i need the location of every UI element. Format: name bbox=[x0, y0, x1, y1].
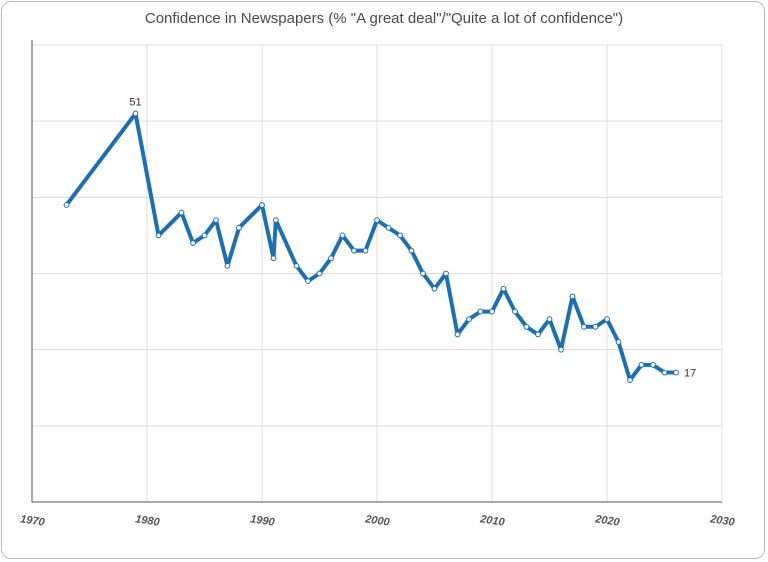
x-tick-label: 1970 bbox=[19, 513, 46, 528]
data-label: 17 bbox=[684, 368, 696, 380]
data-point bbox=[155, 232, 162, 239]
data-point bbox=[374, 217, 380, 224]
data-point bbox=[339, 232, 346, 239]
data-point bbox=[132, 110, 139, 117]
data-point bbox=[523, 323, 530, 330]
data-point bbox=[316, 270, 323, 277]
data-point bbox=[581, 323, 587, 330]
data-point bbox=[328, 255, 334, 262]
data-point bbox=[272, 217, 279, 224]
data-point bbox=[466, 316, 472, 323]
data-point bbox=[638, 362, 645, 368]
data-point bbox=[615, 339, 622, 345]
data-point bbox=[408, 247, 415, 254]
x-tick-label: 1980 bbox=[134, 513, 161, 528]
data-point bbox=[213, 217, 219, 224]
data-point bbox=[351, 247, 357, 254]
data-point bbox=[293, 262, 300, 269]
data-point bbox=[535, 331, 541, 338]
data-point bbox=[190, 240, 196, 246]
series-layer bbox=[63, 110, 679, 384]
data-point bbox=[362, 247, 369, 254]
chart-title: Confidence in Newspapers (% "A great dea… bbox=[144, 10, 624, 27]
data-point bbox=[236, 224, 242, 231]
data-point bbox=[489, 308, 495, 315]
data-point bbox=[454, 331, 461, 338]
x-tick-label: 2020 bbox=[593, 513, 621, 529]
data-point bbox=[259, 202, 265, 208]
data-point bbox=[431, 285, 438, 292]
data-point bbox=[592, 323, 599, 330]
data-point bbox=[420, 270, 426, 277]
data-point bbox=[604, 316, 610, 323]
data-point bbox=[661, 369, 668, 376]
x-tick-label: 1990 bbox=[249, 513, 276, 528]
data-point bbox=[558, 346, 564, 353]
data-point bbox=[512, 308, 518, 315]
data-point bbox=[224, 262, 231, 269]
series-line bbox=[64, 111, 678, 383]
x-tick-label: 2010 bbox=[478, 513, 506, 529]
x-tick-label: 2030 bbox=[708, 513, 736, 529]
x-tick-labels: 1970 1980 1990 2000 2010 2020 2030 bbox=[19, 513, 736, 529]
data-point bbox=[569, 293, 576, 300]
data-point bbox=[477, 308, 484, 315]
data-point bbox=[201, 232, 208, 239]
data-point bbox=[63, 202, 70, 208]
data-point bbox=[500, 285, 507, 292]
data-point bbox=[627, 377, 633, 384]
data-point bbox=[650, 362, 656, 368]
data-point bbox=[270, 255, 277, 262]
data-point bbox=[397, 232, 403, 239]
data-point bbox=[178, 209, 185, 216]
data-labels: 51 17 bbox=[129, 97, 696, 380]
data-point bbox=[443, 270, 449, 277]
data-point bbox=[546, 316, 553, 323]
data-point bbox=[673, 369, 679, 376]
data-point bbox=[385, 224, 392, 231]
data-point bbox=[305, 278, 311, 285]
x-tick-label: 2000 bbox=[363, 513, 391, 529]
data-label: 51 bbox=[129, 97, 141, 109]
axes bbox=[31, 40, 722, 503]
